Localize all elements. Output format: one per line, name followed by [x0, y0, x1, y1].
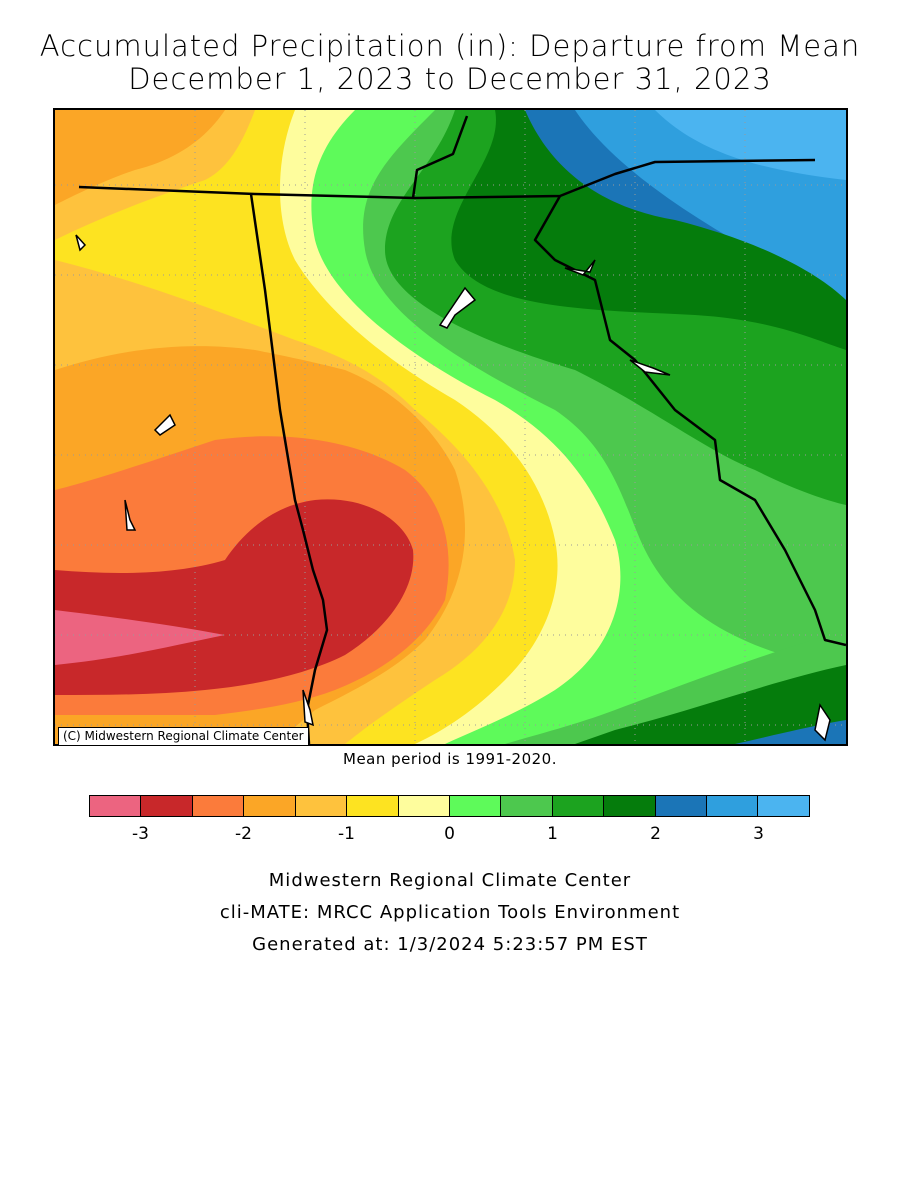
legend-tick-label: 1 [547, 824, 558, 844]
legend-tick-label: 3 [753, 824, 764, 844]
band-below-neg3 [55, 610, 225, 665]
legend-swatch [90, 796, 142, 816]
legend-swatch [758, 796, 809, 816]
legend-tick-label: -3 [132, 824, 149, 844]
legend-ticks: -3 -2 -1 0 1 2 3 [0, 824, 900, 848]
legend-swatch [192, 796, 245, 816]
lake-of-the-ozarks [438, 286, 477, 329]
legend-swatch [449, 796, 502, 816]
state-boundaries [78, 115, 846, 744]
legend-swatch [707, 796, 759, 816]
footer-application: cli-MATE: MRCC Application Tools Environ… [219, 902, 681, 923]
legend-tick-label: -2 [235, 824, 252, 844]
legend-swatch [398, 796, 450, 816]
water-bodies [75, 234, 831, 742]
legend-tick-label: -1 [338, 824, 355, 844]
lake-nw [75, 234, 87, 252]
lake-south [302, 689, 315, 727]
copyright-credit: (C) Midwestern Regional Climate Center [58, 727, 309, 746]
color-legend [89, 795, 810, 817]
lake-west-1 [153, 413, 176, 436]
river-reservoir [629, 359, 671, 376]
mean-period-note: Mean period is 1991-2020. [343, 750, 557, 768]
legend-swatch [244, 796, 296, 816]
footer-generated-time: Generated at: 1/3/2024 5:23:57 PM EST [252, 934, 648, 955]
legend-tick-label: 2 [650, 824, 661, 844]
legend-swatch [655, 796, 708, 816]
map-title: Accumulated Precipitation (in): Departur… [39, 29, 861, 63]
legend-swatch [604, 796, 656, 816]
legend-swatch [552, 796, 605, 816]
sound-east [814, 703, 831, 742]
graticule [55, 110, 846, 744]
legend-tick-label: 0 [444, 824, 455, 844]
band-se-1_5-to-2 [575, 665, 846, 744]
precipitation-departure-map [53, 108, 848, 746]
map-date-range: December 1, 2023 to December 31, 2023 [128, 62, 772, 96]
legend-swatch [501, 796, 553, 816]
footer-organization: Midwestern Regional Climate Center [268, 870, 632, 891]
lake-west-2 [124, 499, 137, 531]
legend-swatch [347, 796, 399, 816]
legend-swatch [141, 796, 193, 816]
legend-swatch [295, 796, 348, 816]
kentucky-lake [564, 259, 596, 276]
